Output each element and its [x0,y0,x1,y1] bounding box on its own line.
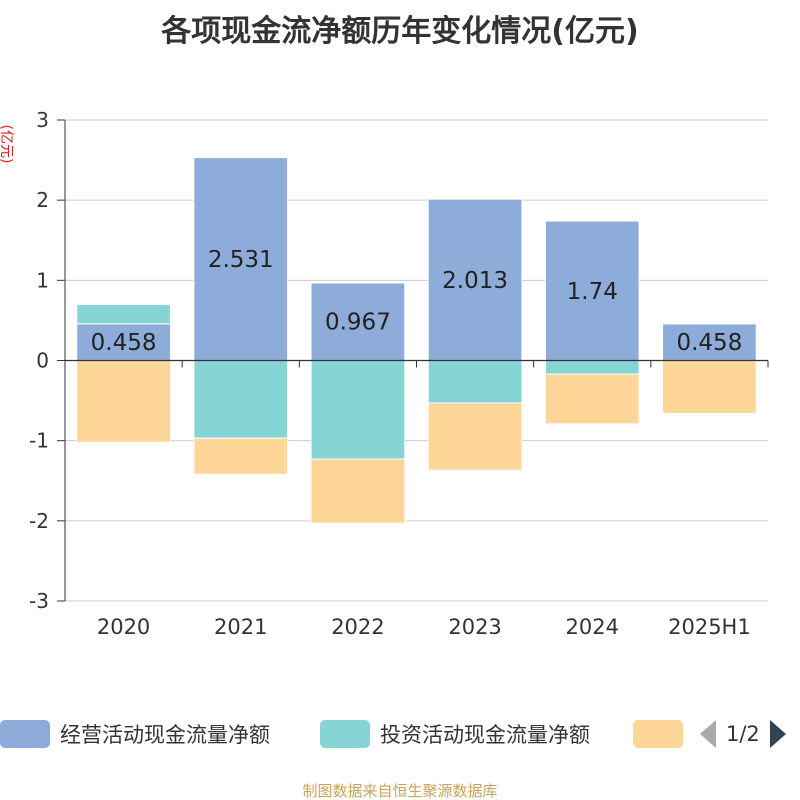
y-tick-label: -3 [29,589,49,613]
y-tick-label: 2 [36,188,49,212]
bar-operating [193,157,289,361]
legend-item-financing[interactable] [633,716,693,752]
legend-swatch-investing [320,720,370,748]
data-label: 0.458 [91,330,157,356]
bar-investing [662,322,757,325]
x-tick-label: 2021 [214,615,267,639]
x-tick-label: 2020 [97,615,150,639]
y-axis-unit-label: (亿元) [0,125,14,164]
legend-swatch-operating [0,720,50,748]
page-indicator: 1/2 [726,722,760,746]
legend-item-investing[interactable]: 投资活动现金流量净额 [320,716,590,752]
y-tick-label: -2 [29,509,49,533]
bar-financing [662,360,757,414]
bar-investing [544,360,640,375]
bar-operating [544,220,640,361]
y-tick-label: 3 [36,108,49,132]
legend-item-operating[interactable]: 经营活动现金流量净额 [0,716,270,752]
bar-financing [544,373,640,425]
y-tick-label: 0 [36,349,49,373]
next-page-icon[interactable] [769,720,786,748]
data-source-note: 制图数据来自恒生聚源数据库 [302,782,498,800]
bar-investing [310,360,406,460]
x-tick-label: 2023 [448,615,501,639]
legend-pager: 1/2 [700,716,786,752]
data-label: 1.74 [567,279,618,305]
y-tick-label: 1 [36,268,49,292]
bar-operating [310,282,406,361]
chart-title: 各项现金流净额历年变化情况(亿元) [161,14,639,49]
bar-investing [76,304,171,325]
legend-swatch-financing [633,720,683,748]
bar-chart: -3 -2 -1 0 1 2 3 (亿元) 0.458 2.531 0.967 2.013 1.74 0.… [0,108,769,639]
data-label: 0.967 [325,310,391,336]
data-label: 2.531 [208,247,274,273]
legend: 经营活动现金流量净额 投资活动现金流量净额 [0,716,800,752]
legend-label-investing: 投资活动现金流量净额 [380,723,590,747]
data-label: 0.458 [676,330,742,356]
previous-page-icon[interactable] [700,720,716,748]
bar-operating [662,323,757,361]
bar-operating [427,198,523,361]
bar-financing [310,458,406,524]
x-tick-label: 2025H1 [668,615,751,639]
bar-financing [427,402,523,471]
x-tick-label: 2024 [566,615,619,639]
bar-investing [427,360,523,404]
x-tick-label: 2022 [331,615,384,639]
bar-investing [193,360,289,439]
bar-financing [76,360,171,443]
data-label: 2.013 [442,268,508,294]
legend-label-operating: 经营活动现金流量净额 [60,723,270,747]
bar-financing [193,437,289,475]
y-tick-label: -1 [29,429,49,453]
